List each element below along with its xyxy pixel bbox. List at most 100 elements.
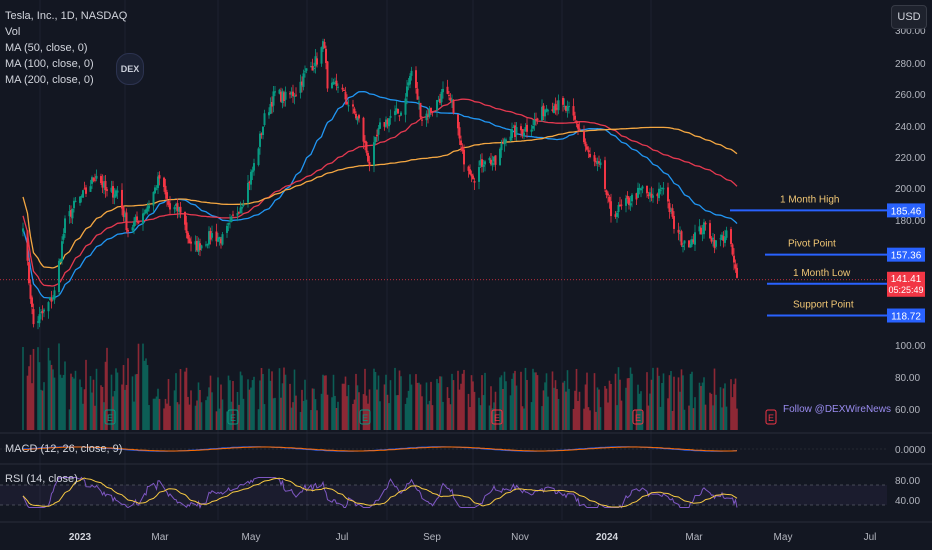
volume-bar (178, 404, 180, 430)
candle-body (38, 314, 41, 324)
symbol-title[interactable]: Tesla, Inc., 1D, NASDAQ (5, 10, 128, 22)
candle-body (230, 216, 233, 223)
volume-bar (565, 391, 567, 430)
volume-bar (374, 371, 377, 430)
volume-bar (587, 407, 590, 430)
currency-button[interactable]: USD (891, 5, 927, 29)
watermark-text: Follow @DEXWireNews (783, 404, 891, 415)
volume-bar (715, 394, 717, 430)
candle-body (173, 207, 176, 210)
candle-body (479, 160, 482, 166)
volume-bar (572, 408, 575, 430)
candle-body (604, 160, 606, 189)
candle-body (670, 209, 672, 212)
candle-body (284, 91, 287, 100)
candle-body (301, 81, 303, 86)
volume-bar (619, 379, 621, 430)
volume-bar (509, 395, 512, 430)
volume-bar (547, 396, 549, 430)
candle-body (521, 129, 524, 135)
candle-body (377, 128, 380, 135)
volume-bar (586, 372, 588, 430)
volume-bar (362, 394, 365, 430)
candle-body (260, 133, 263, 136)
rsi-legend[interactable]: RSI (14, close) (5, 473, 78, 485)
volume-bar (28, 366, 30, 430)
volume-bar (589, 410, 591, 430)
candle-body (332, 81, 335, 85)
volume-bar (730, 379, 732, 430)
volume-bar (343, 383, 345, 430)
candle-body (388, 118, 390, 127)
candle-body (578, 128, 581, 131)
candle-body (551, 109, 554, 111)
candle-body (92, 177, 95, 181)
volume-bar (358, 392, 360, 430)
volume-bar (37, 347, 39, 430)
y-tick-label: 240.00 (895, 122, 926, 133)
volume-bar (154, 398, 156, 430)
volume-bar (316, 410, 318, 430)
candle-body (134, 216, 137, 222)
candle-body (586, 146, 588, 150)
volume-bar (449, 404, 452, 430)
volume-bar (428, 400, 431, 430)
candle-body (383, 122, 386, 127)
volume-bar (650, 379, 653, 430)
candle-body (196, 240, 198, 251)
volume-bar (505, 381, 507, 430)
volume-bar (158, 398, 161, 430)
x-tick-label: Mar (151, 532, 169, 543)
volume-bar (683, 409, 686, 430)
volume-bar (248, 389, 251, 430)
earnings-marker (491, 409, 503, 425)
candle-body (331, 82, 333, 89)
volume-bar (47, 347, 50, 430)
volume-bar (457, 370, 459, 430)
candle-body (710, 237, 713, 242)
chart-grid (39, 0, 652, 520)
candle-body (52, 297, 54, 300)
volume-legend[interactable]: Vol (5, 26, 21, 38)
candle-body (719, 238, 722, 240)
volume-bar (166, 403, 168, 430)
volume-bar (268, 368, 270, 430)
candle-body (304, 71, 306, 73)
volume-bar (68, 409, 71, 430)
volume-bar (227, 375, 230, 430)
volume-bar (145, 358, 147, 430)
candle-body (491, 162, 494, 166)
candle-body (562, 97, 564, 105)
ma50-legend[interactable]: MA (50, close, 0) (5, 42, 88, 54)
volume-bar (515, 385, 518, 430)
candle-body (389, 115, 392, 118)
ma100-legend[interactable]: MA (100, close, 0) (5, 58, 94, 70)
candle-body (337, 86, 339, 88)
earnings-label: E (230, 413, 236, 423)
candle-body (335, 80, 338, 86)
candle-body (248, 181, 251, 184)
candle-body (709, 223, 711, 239)
volume-bar (551, 371, 554, 430)
volume-bar (22, 347, 24, 430)
volume-bar (689, 373, 692, 430)
volume-bar (262, 373, 264, 430)
candle-body (512, 126, 515, 128)
candle-body (439, 98, 441, 103)
volume-bar (280, 397, 282, 430)
candle-body (206, 244, 209, 246)
dex-logo: DEX (116, 53, 144, 85)
candle-body (353, 108, 356, 114)
volume-bar (562, 382, 564, 430)
candle-body (257, 148, 260, 165)
level-lines: 1 Month High 185.46 Pivot Point 157.36 1 Mon… (0, 194, 925, 323)
macd-legend[interactable]: MACD (12, 26, close, 9) (5, 443, 123, 455)
volume-bar (310, 410, 312, 430)
candle-body (547, 110, 549, 112)
volume-bar (299, 411, 302, 430)
ma200-legend[interactable]: MA (200, close, 0) (5, 74, 94, 86)
candle-body (658, 188, 660, 199)
volume-bar (671, 410, 674, 430)
candle-body (688, 240, 690, 248)
